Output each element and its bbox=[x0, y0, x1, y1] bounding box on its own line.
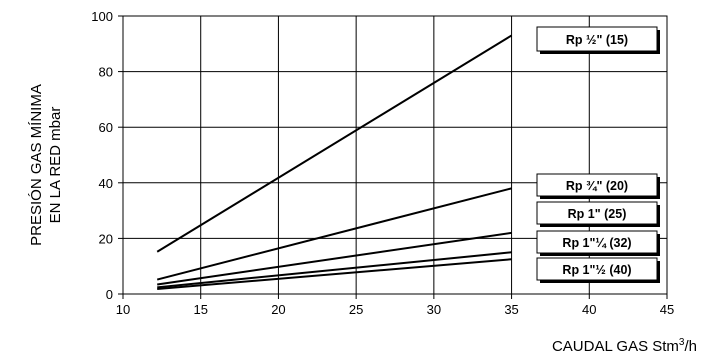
axis-ticks: 10 15 20 25 30 35 40 45 0 20 40 60 80 100 bbox=[91, 9, 674, 317]
x-tick-label: 20 bbox=[271, 302, 285, 317]
series-line bbox=[157, 251, 512, 289]
legend: Rp ½" (15) Rp ¾" (20) Rp 1" (25) Rp 1"¼ (32… bbox=[536, 26, 660, 283]
legend-box bbox=[536, 201, 658, 225]
series-lines bbox=[156, 34, 513, 290]
x-tick-label: 45 bbox=[660, 302, 674, 317]
y-axis-label-line-2: EN LA RED mbar bbox=[47, 107, 64, 224]
series-line bbox=[156, 34, 513, 253]
plot-area-frame bbox=[122, 15, 668, 295]
y-axis-label-line-1: PRESIÓN GAS MÍNIMA bbox=[28, 84, 45, 246]
legend-label: Rp 1"¼ (32) bbox=[562, 236, 631, 250]
series-line bbox=[157, 258, 512, 290]
series-line bbox=[156, 187, 512, 281]
y-tick-label: 0 bbox=[106, 287, 113, 302]
x-tick-label: 40 bbox=[582, 302, 596, 317]
legend-label: Rp 1"½ (40) bbox=[562, 263, 631, 277]
x-tick-label: 30 bbox=[427, 302, 441, 317]
y-axis-label: PRESIÓN GAS MÍNIMA EN LA RED mbar bbox=[28, 84, 64, 246]
x-tick-label: 10 bbox=[116, 302, 130, 317]
y-tick-label: 40 bbox=[99, 176, 113, 191]
y-tick-label: 100 bbox=[91, 9, 113, 24]
legend-label: Rp 1" (25) bbox=[568, 207, 627, 221]
legend-box bbox=[536, 257, 658, 281]
y-tick-label: 80 bbox=[99, 65, 113, 80]
x-tick-label: 25 bbox=[349, 302, 363, 317]
legend-label: Rp ½" (15) bbox=[566, 33, 628, 47]
y-tick-label: 60 bbox=[99, 120, 113, 135]
legend-box bbox=[536, 230, 658, 254]
y-tick-label: 20 bbox=[99, 231, 113, 246]
x-tick-label: 35 bbox=[504, 302, 518, 317]
x-tick-label: 15 bbox=[193, 302, 207, 317]
series-line bbox=[157, 231, 512, 286]
legend-box bbox=[536, 173, 658, 197]
legend-box bbox=[536, 26, 658, 52]
legend-label: Rp ¾" (20) bbox=[566, 179, 628, 193]
x-axis-label: CAUDAL GAS Stm3/h bbox=[552, 337, 697, 355]
